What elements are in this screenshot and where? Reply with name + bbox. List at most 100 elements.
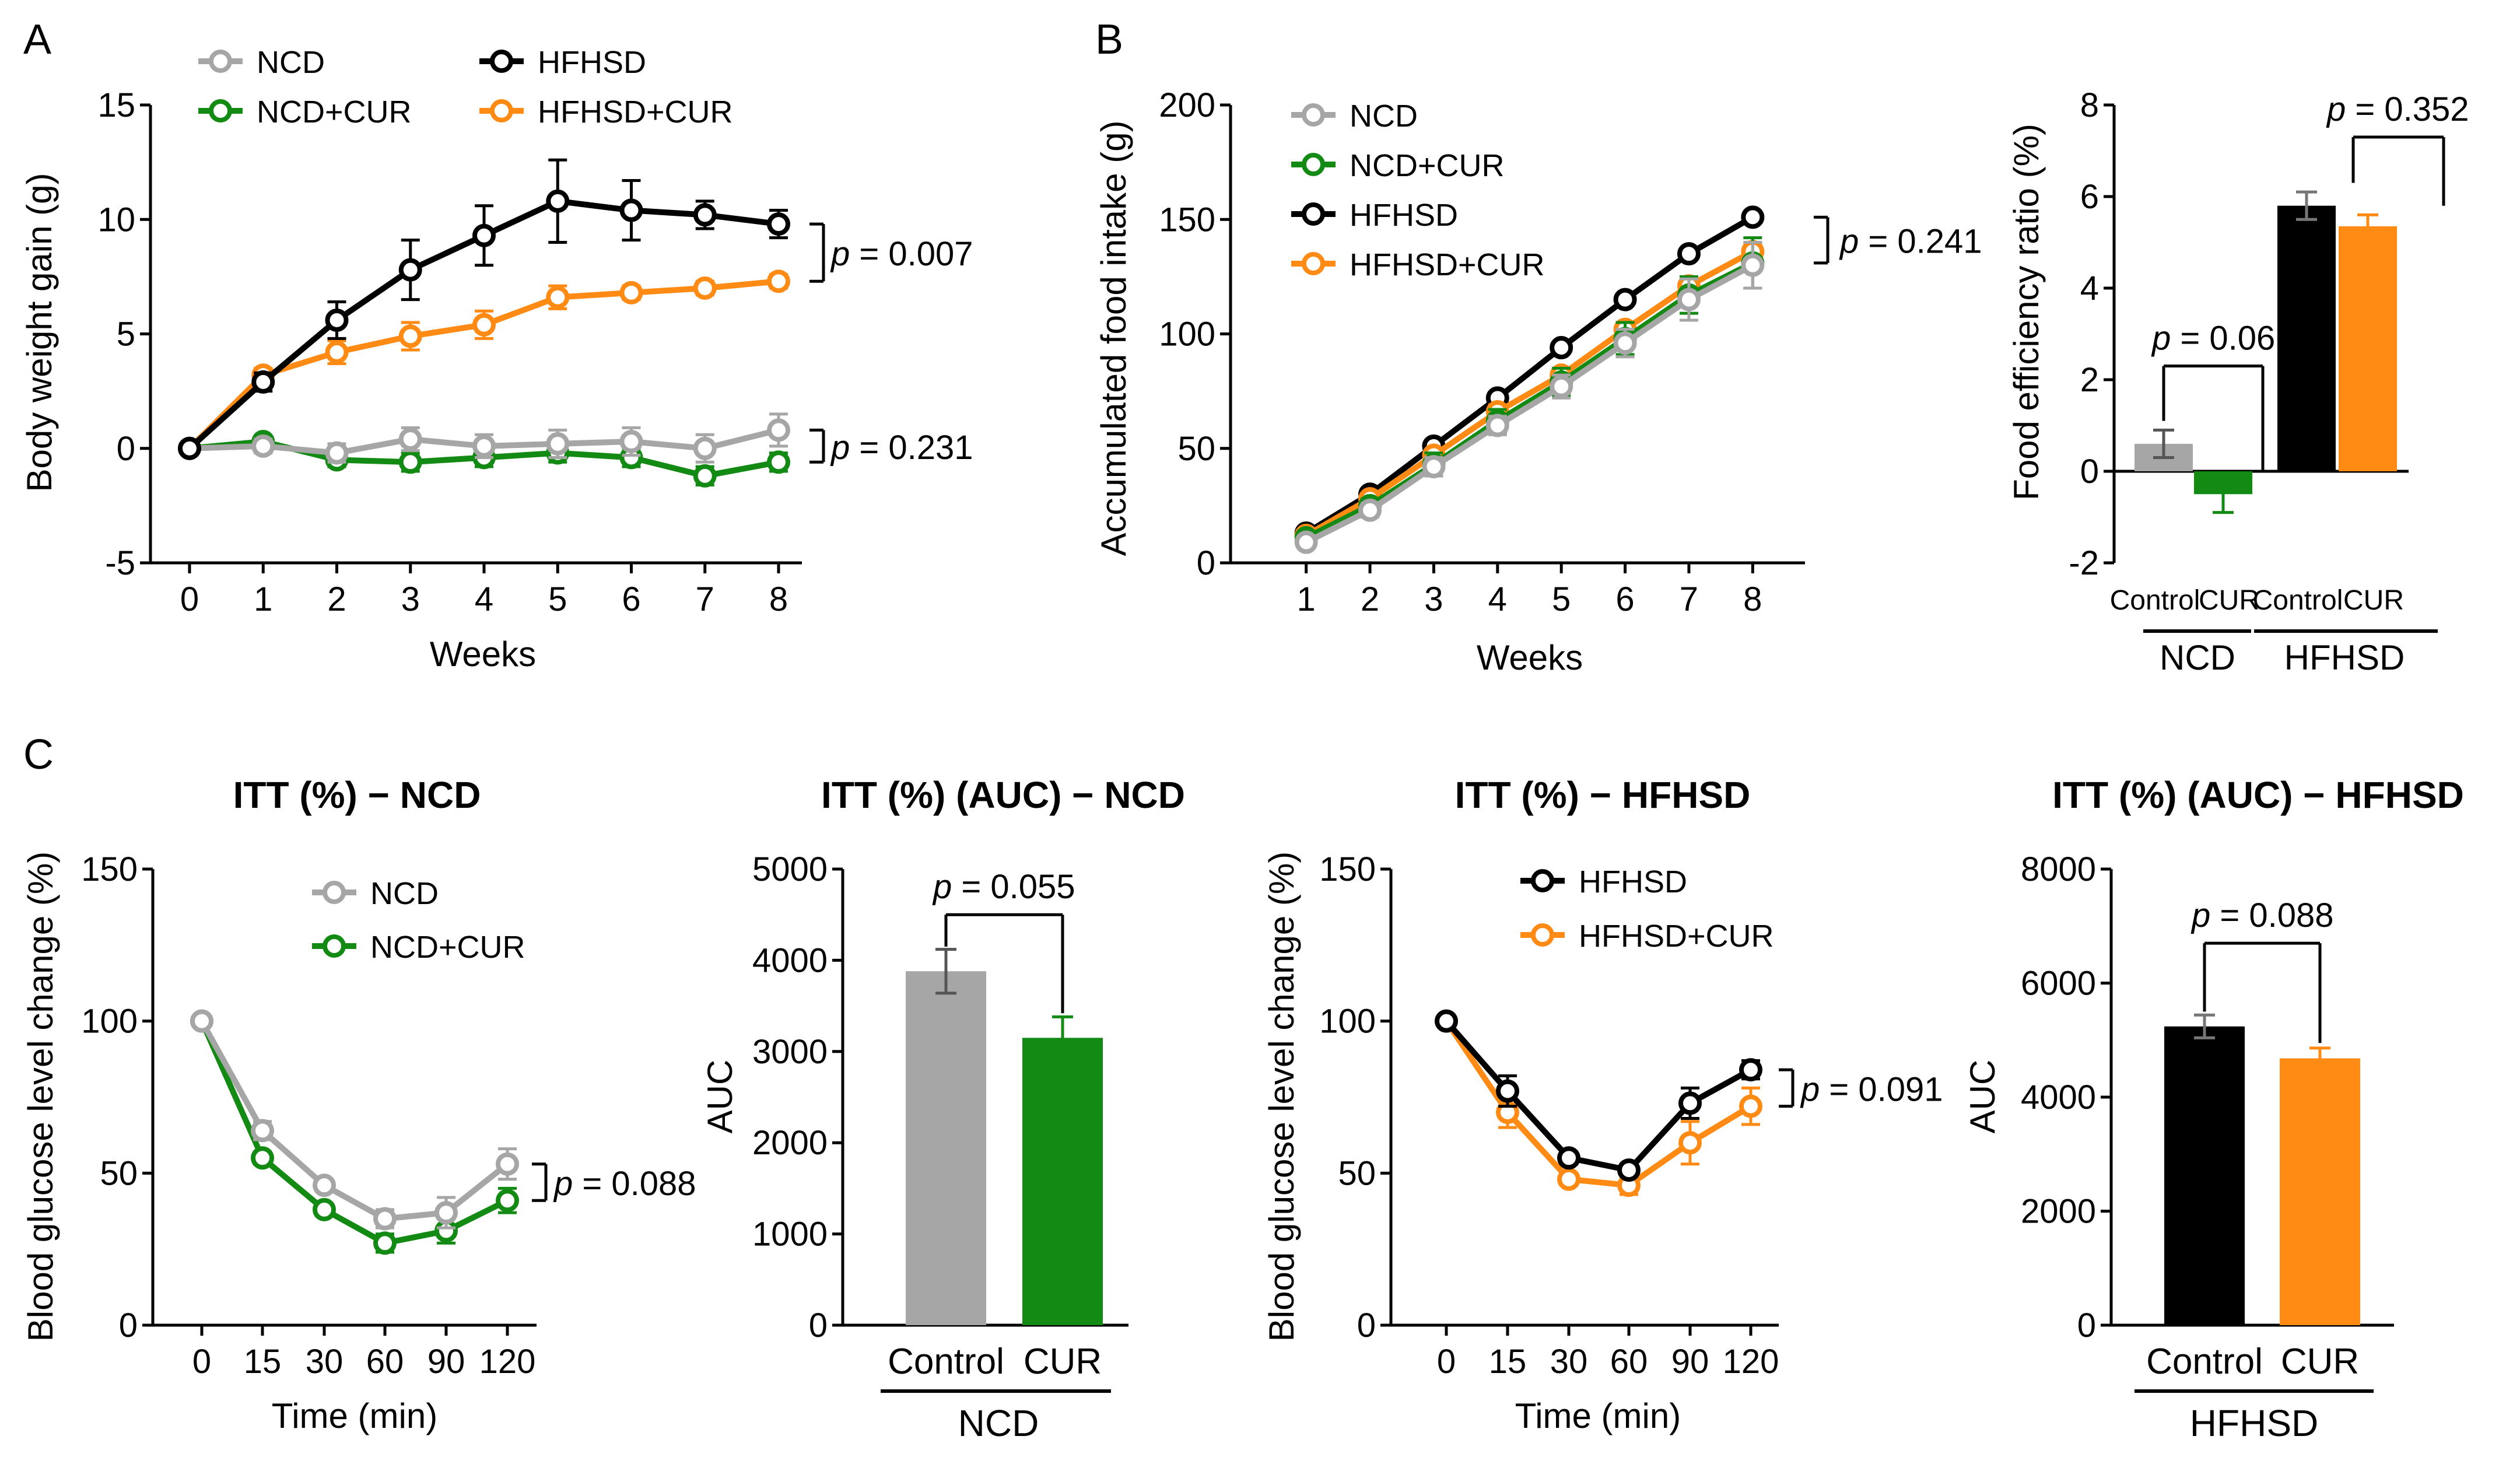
C3-series-line-hfhsd_cur [1443, 1019, 1753, 1189]
B1-point-ncd [1741, 253, 1765, 277]
B1-y-tick-label: 100 [1159, 316, 1215, 353]
C3-point-hfhsd_cur [1557, 1167, 1580, 1191]
B1-y-tick-label: 50 [1177, 430, 1215, 468]
B1-series-line-ncd [1305, 262, 1754, 545]
C2-category-label: Control [888, 1342, 1004, 1382]
C1-y-tick-label: 150 [81, 850, 138, 888]
A-point-hfhsd [398, 258, 422, 282]
C3-y-tick-label: 150 [1319, 850, 1376, 888]
C1-point-ncd [190, 1009, 213, 1033]
B2-category-label: Control [2253, 585, 2343, 616]
C1-series-line-ncd [199, 1020, 510, 1222]
C1-legend-label-ncd_cur: NCD+CUR [370, 930, 525, 965]
A-x-tick-label: 8 [769, 580, 788, 618]
C4-category-label: Control [2146, 1342, 2263, 1382]
B1-legend-marker-hfhsd_cur [1302, 252, 1325, 275]
B2-category-label: CUR [2343, 585, 2404, 616]
C1-point-ncd_cur [251, 1146, 274, 1170]
A-legend-label-hfhsd: HFHSD [538, 45, 646, 80]
A-point-hfhsd [619, 198, 643, 222]
A-legend-marker-ncd_cur [209, 99, 232, 122]
C1-point-ncd_cur [313, 1197, 336, 1221]
A-legend-label-hfhsd_cur: HFHSD+CUR [538, 94, 733, 129]
A-point-hfhsd [546, 189, 570, 213]
B1-y-tick-label: 0 [1197, 544, 1215, 582]
A-point-ncd [693, 436, 717, 460]
B2-group-label-ncd: NCD [2160, 638, 2235, 677]
C4-y-tick-label: 6000 [2021, 965, 2096, 1003]
C4-y-tick-label: 8000 [2021, 850, 2096, 888]
B2-group-label-hfhsd: HFHSD [2284, 638, 2405, 677]
A-x-tick-label: 1 [254, 580, 272, 618]
B1-legend-marker-ncd [1302, 103, 1325, 127]
A-y-tick-label: -5 [105, 544, 135, 582]
C3-title: ITT (%) − HFHSD [1455, 774, 1751, 816]
C1-point-ncd [251, 1119, 274, 1143]
C3-y-tick-label: 50 [1338, 1154, 1376, 1192]
B1-p-value: p = 0.241 [1839, 223, 1982, 261]
C3-point-hfhsd [1435, 1009, 1458, 1033]
C4-p-value: p = 0.088 [2190, 896, 2334, 934]
C1-series-line-ncd_cur [199, 1020, 509, 1246]
B1-x-tick-label: 2 [1361, 580, 1379, 618]
B2-y-axis-label: Food efficiency ratio (%) [2007, 124, 2046, 500]
C3-point-hfhsd [1678, 1091, 1702, 1115]
B2-y-tick-label: -2 [2069, 544, 2099, 582]
C3-y-tick-label: 100 [1319, 1003, 1376, 1041]
A-point-ncd [472, 434, 496, 458]
C2-y-tick-label: 0 [809, 1307, 828, 1344]
C2-y-tick-label: 4000 [752, 941, 828, 979]
C2-p-value: p = 0.055 [932, 868, 1075, 906]
C1-x-tick-label: 90 [427, 1343, 465, 1381]
C3-y-tick-label: 0 [1357, 1307, 1376, 1344]
A-legend-marker-hfhsd [490, 50, 513, 73]
B1-legend-marker-ncd_cur [1302, 153, 1325, 176]
A-point-hfhsd_cur [325, 340, 349, 364]
C3-legend-label-hfhsd: HFHSD [1579, 864, 1687, 899]
B1-legend-label-hfhsd: HFHSD [1350, 198, 1458, 233]
C3-point-hfhsd [1617, 1158, 1641, 1182]
C1-point-ncd [313, 1174, 336, 1197]
A-point-ncd_cur [693, 464, 717, 488]
B1-point-ncd [1550, 374, 1573, 398]
C1-x-tick-label: 0 [192, 1343, 211, 1381]
panel-label-b: B [1095, 16, 1123, 63]
C3-x-tick-label: 15 [1489, 1343, 1527, 1381]
B1-x-tick-label: 5 [1552, 580, 1571, 618]
C2-y-tick-label: 1000 [752, 1216, 828, 1253]
C4-bar-hfhsd_cur [2280, 1058, 2360, 1325]
B2-bar-hfhsd_cur [2339, 226, 2397, 471]
C3-x-tick-label: 30 [1550, 1343, 1588, 1381]
B1-x-tick-label: 8 [1743, 580, 1762, 618]
B2-category-label: CUR [2199, 585, 2259, 616]
B1-y-axis-label: Accumulated food intake (g) [1094, 120, 1133, 556]
A-point-ncd_cur [398, 450, 422, 474]
A-y-tick-label: 10 [97, 201, 135, 239]
C4-title: ITT (%) (AUC) − HFHSD [2052, 774, 2464, 816]
A-point-hfhsd_cur [546, 285, 570, 309]
panel-label-a: A [23, 16, 51, 63]
A-point-hfhsd [178, 436, 201, 460]
C3-x-axis-label: Time (min) [1515, 1396, 1681, 1435]
C1-point-ncd [373, 1207, 397, 1231]
B1-y-tick-label: 200 [1159, 86, 1215, 124]
A-p-value-hfhsd: p = 0.007 [830, 235, 973, 273]
B2-p-value-hfhsd: p = 0.352 [2326, 90, 2469, 128]
A-point-ncd_cur [767, 450, 790, 474]
C1-point-ncd_cur [496, 1189, 519, 1213]
C3-legend-marker-hfhsd [1531, 869, 1554, 892]
A-x-tick-label: 7 [696, 580, 714, 618]
A-point-hfhsd [767, 212, 790, 236]
C4-bar-hfhsd [2164, 1026, 2245, 1325]
A-point-ncd [546, 432, 570, 456]
B2-p-value-ncd: p = 0.061 [2151, 319, 2294, 357]
A-legend-marker-ncd [209, 50, 232, 73]
B1-legend-label-hfhsd_cur: HFHSD+CUR [1350, 247, 1545, 282]
A-point-ncd [325, 441, 349, 465]
B1-point-ncd [1485, 414, 1509, 437]
C3-point-hfhsd [1496, 1079, 1519, 1103]
C1-x-tick-label: 120 [479, 1343, 536, 1381]
C3-point-hfhsd_cur [1678, 1131, 1702, 1155]
